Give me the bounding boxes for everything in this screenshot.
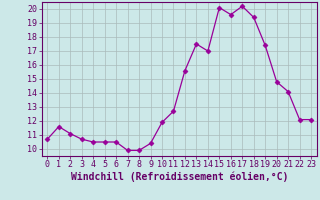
X-axis label: Windchill (Refroidissement éolien,°C): Windchill (Refroidissement éolien,°C) — [70, 172, 288, 182]
